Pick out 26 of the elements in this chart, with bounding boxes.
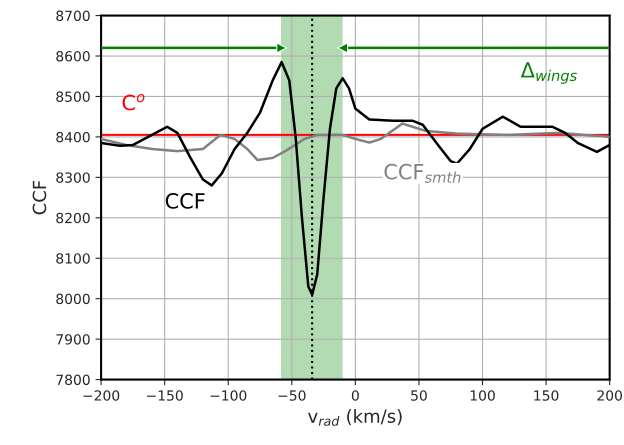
y-axis-title: CCF (32, 180, 46, 214)
x-tick-label: 200 (597, 390, 622, 401)
x-tick-label: −150 (147, 390, 183, 401)
y-tick-label: 8600 (56, 50, 90, 62)
annotation: CCF$_{smth}$ (384, 164, 460, 183)
y-tick-label: 7900 (56, 334, 90, 345)
y-tick-label: 8700 (56, 10, 90, 22)
x-tick-label: −200 (83, 390, 120, 401)
x-tick-label: −100 (210, 390, 246, 401)
y-tick-label: 8400 (56, 132, 90, 142)
x-tick-label: 50 (411, 390, 427, 401)
x-tick-label: −50 (278, 390, 306, 401)
annotation: Δ$_{wings}$ (520, 62, 577, 84)
line-series (101, 122, 610, 162)
annotation: C$^{o}$ (122, 94, 144, 110)
y-tick-label: 8200 (56, 212, 90, 224)
y-tick-label: 7800 (56, 374, 90, 386)
x-axis-title: v$_{rad}$ (km/s) (308, 408, 402, 426)
x-tick-label: 150 (534, 390, 558, 401)
y-tick-label: 8000 (56, 294, 90, 304)
x-tick-label: 0 (352, 390, 359, 401)
y-tick-label: 8100 (56, 253, 90, 264)
y-tick-label: 8300 (56, 172, 90, 183)
x-tick-label: 100 (470, 390, 495, 401)
annotation: CCF (166, 193, 205, 209)
y-tick-label: 8500 (56, 91, 90, 102)
